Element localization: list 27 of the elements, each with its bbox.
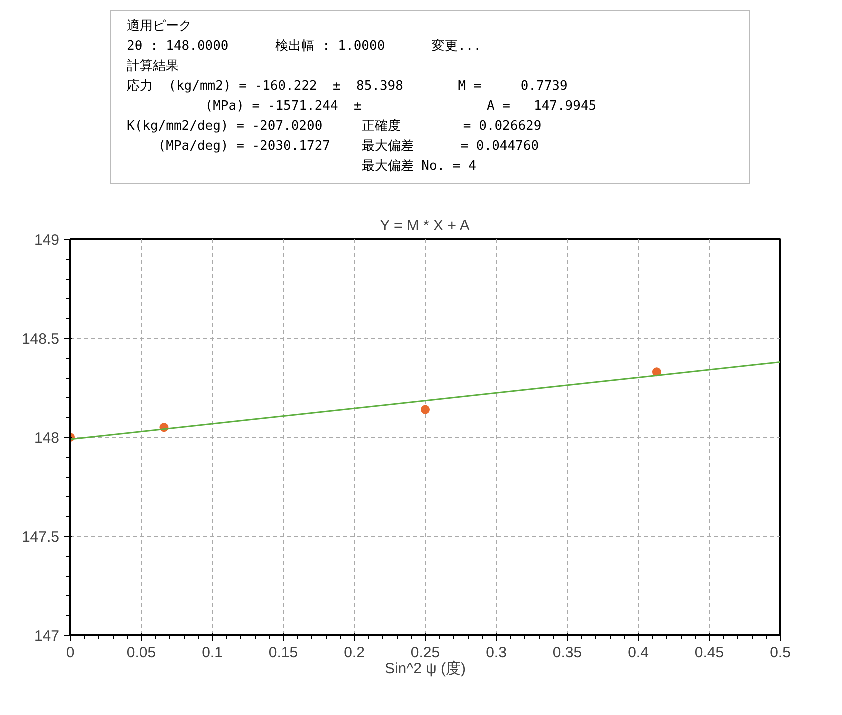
x-tick-label: 0.25 — [410, 644, 440, 662]
point — [421, 405, 430, 414]
text: (MPa) = -1571.244 ± A = 147.9945 — [204, 98, 598, 116]
text: 計算結果 — [127, 58, 180, 76]
text: 応力 (kg/mm2) = -160.222 ± 85.398 M = 0.7739 — [127, 78, 569, 96]
x-tick-label: 0.45 — [694, 644, 724, 662]
x-tick-label: 0.3 — [486, 644, 507, 662]
text: 最大偏差 No. = 4 — [360, 158, 478, 176]
text: 2θ : 148.0000 検出幅 : 1.0000 変更... — [127, 38, 483, 56]
x-tick-label: 0 — [66, 644, 75, 662]
x-tick-label: 0.4 — [628, 644, 649, 662]
x-axis-title: Sin^2 ψ (度) — [384, 660, 466, 678]
y-tick-label: 148.5 — [22, 331, 60, 348]
y-tick-label: 148 — [34, 430, 60, 447]
text: K(kg/mm2/deg) = -207.0200 正確度 = 0.026629 — [127, 118, 543, 136]
text: (MPa/deg) = -2030.1727 最大偏差 = 0.044760 — [157, 138, 540, 156]
text: 適用ピーク — [127, 18, 193, 36]
x-tick-label: 0.1 — [202, 644, 223, 662]
x-tick-label: 0.5 — [770, 644, 791, 662]
x-tick-label: 0.15 — [268, 644, 298, 662]
y-tick-label: 147.5 — [22, 529, 60, 546]
x-tick-label: 0.05 — [126, 644, 156, 662]
chart-title: Y = M * X + A — [380, 218, 470, 234]
x-tick-label: 0.35 — [552, 644, 582, 662]
y-tick-label: 149 — [34, 232, 60, 249]
x-tick-label: 0.2 — [344, 644, 365, 662]
y-tick-label: 147 — [34, 628, 60, 645]
